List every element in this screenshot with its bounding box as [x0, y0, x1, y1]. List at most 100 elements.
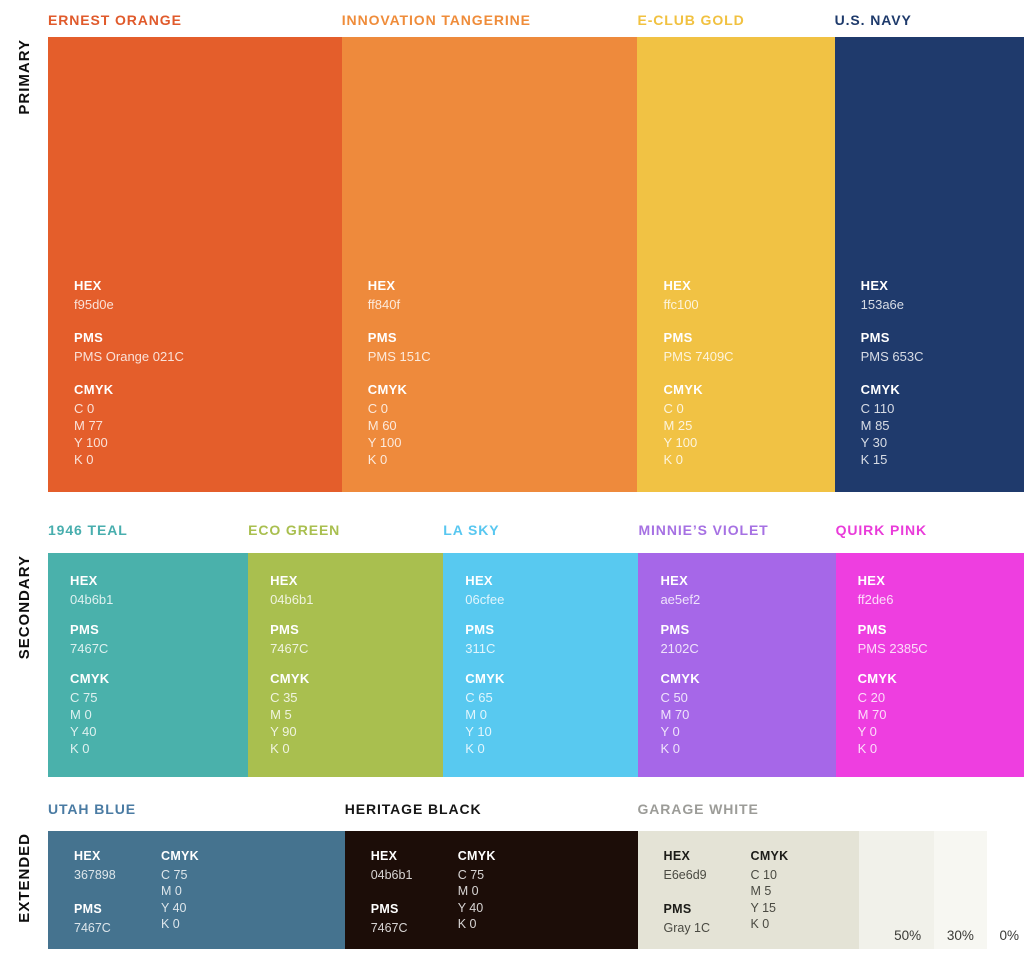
pms-label: PMS — [663, 902, 692, 916]
extended-side-gutter: EXTENDED — [0, 831, 48, 949]
hex-value: ae5ef2 — [660, 592, 701, 607]
pms-label: PMS — [74, 330, 104, 345]
swatch-specs: HEX f95d0e PMS PMS Orange 021C CMYK C 0 M … — [74, 277, 184, 468]
hex-label: HEX — [370, 849, 398, 863]
cmyk-line-m: M 77 — [74, 418, 103, 433]
cmyk-line-c: C 0 — [663, 401, 684, 416]
cmyk-line-c: C 10 — [750, 867, 777, 882]
cmyk-label: CMYK — [860, 382, 901, 397]
cmyk-label: CMYK — [660, 671, 700, 686]
cmyk-line-k: K 0 — [70, 741, 90, 756]
cmyk-line-m: M 0 — [465, 707, 487, 722]
primary-section: ERNEST ORANGE INNOVATION TANGERINE E-CLU… — [0, 12, 1024, 492]
cmyk-line-k: K 0 — [457, 917, 477, 931]
hex-value: ffc100 — [663, 297, 699, 312]
cmyk-line-k: K 0 — [663, 452, 683, 467]
cmyk-line-c: C 75 — [457, 867, 485, 882]
cmyk-line-k: K 0 — [660, 741, 680, 756]
swatch-utah-blue: HEX 367898 PMS 7467C CMYK C 75 M 0 Y 40 K … — [48, 831, 345, 949]
extended-swatches: HEX 367898 PMS 7467C CMYK C 75 M 0 Y 40 K … — [48, 831, 1024, 949]
color-title-heritage-black: HERITAGE BLACK — [344, 801, 482, 817]
cmyk-line-y: Y 30 — [860, 435, 888, 450]
cmyk-line-m: M 0 — [457, 884, 479, 898]
cmyk-line-k: K 0 — [465, 741, 485, 756]
hex-label: HEX — [663, 849, 691, 863]
hex-label: HEX — [270, 573, 298, 588]
section-label-extended: EXTENDED — [15, 833, 33, 923]
swatch-quirk-pink: HEX ff2de6 PMS PMS 2385C CMYK C 20 M 70 Y … — [835, 553, 1024, 777]
swatch-la-sky: HEX 06cfee PMS 311C CMYK C 65 M 0 Y 10 K 0 — [443, 553, 639, 777]
primary-side-gutter: PRIMARY — [0, 37, 48, 492]
hex-value: 04b6b1 — [270, 592, 314, 607]
pms-label: PMS — [860, 330, 890, 345]
hex-label: HEX — [660, 573, 689, 588]
tint-label-30: 30% — [946, 928, 974, 943]
cmyk-label: CMYK — [857, 671, 898, 686]
cmyk-label: CMYK — [270, 671, 310, 686]
swatch-us-navy: HEX 153a6e PMS PMS 653C CMYK C 110 M 85 Y … — [834, 37, 1024, 492]
hex-value: 04b6b1 — [370, 867, 413, 882]
pms-value: PMS 2385C — [857, 641, 928, 656]
cmyk-line-m: M 0 — [161, 884, 182, 898]
pms-value: 2102C — [660, 641, 699, 656]
pms-value: PMS 7409C — [663, 349, 734, 364]
pms-label: PMS — [367, 330, 397, 345]
tint-label-50: 50% — [894, 928, 922, 943]
pms-label: PMS — [663, 330, 693, 345]
primary-titles-row: ERNEST ORANGE INNOVATION TANGERINE E-CLU… — [48, 12, 1024, 28]
cmyk-line-k: K 15 — [860, 452, 888, 467]
pms-label: PMS — [465, 622, 495, 637]
section-label-secondary: SECONDARY — [15, 555, 33, 660]
color-title-utah-blue: UTAH BLUE — [48, 801, 136, 817]
pms-value: 7467C — [270, 641, 309, 656]
cmyk-line-c: C 65 — [465, 690, 493, 705]
cmyk-line-y: Y 100 — [663, 435, 698, 450]
pms-label: PMS — [370, 902, 399, 916]
cmyk-label: CMYK — [161, 849, 200, 863]
color-title-us-navy: U.S. NAVY — [834, 12, 912, 28]
color-title-ernest-orange: ERNEST ORANGE — [48, 12, 182, 28]
swatch-specs: HEX ae5ef2 PMS 2102C CMYK C 50 M 70 Y 0 K … — [638, 553, 835, 757]
cmyk-line-m: M 85 — [860, 418, 890, 433]
pms-value: PMS 653C — [860, 349, 924, 364]
hex-value: E6e6d9 — [663, 867, 707, 882]
swatch-specs: HEX E6e6d9 PMS Gray 1C CMYK C 10 M 5 Y 15 … — [638, 831, 860, 949]
cmyk-label: CMYK — [750, 849, 789, 863]
hex-label: HEX — [74, 278, 102, 293]
cmyk-label: CMYK — [457, 849, 496, 863]
pms-value: Gray 1C — [663, 920, 711, 935]
color-title-1946-teal: 1946 TEAL — [48, 522, 128, 538]
pms-value: PMS 151C — [367, 349, 431, 364]
swatch-specs: HEX 367898 PMS 7467C CMYK C 75 M 0 Y 40 K … — [48, 831, 345, 949]
tint-panel-50: 50% — [859, 831, 935, 949]
hex-value: 367898 — [74, 867, 116, 882]
cmyk-line-y: Y 0 — [857, 724, 877, 739]
hex-value: ff840f — [367, 297, 401, 312]
swatch-specs: HEX 04b6b1 PMS 7467C CMYK C 35 M 5 Y 90 K … — [248, 553, 443, 757]
cmyk-line-y: Y 15 — [750, 900, 777, 915]
cmyk-line-y: Y 10 — [465, 724, 492, 739]
hex-value: 04b6b1 — [70, 592, 114, 607]
swatch-specs: HEX 04b6b1 PMS 7467C CMYK C 75 M 0 Y 40 K … — [48, 553, 248, 757]
cmyk-line-y: Y 100 — [367, 435, 402, 450]
cmyk-line-c: C 75 — [161, 867, 188, 882]
hex-label: HEX — [465, 573, 493, 588]
extended-titles-row: UTAH BLUE HERITAGE BLACK GARAGE WHITE — [48, 801, 1024, 817]
swatch-garage-white: HEX E6e6d9 PMS Gray 1C CMYK C 10 M 5 Y 15 … — [637, 831, 860, 949]
swatch-minnies-violet: HEX ae5ef2 PMS 2102C CMYK C 50 M 70 Y 0 K … — [638, 553, 836, 777]
hex-label: HEX — [860, 278, 889, 293]
cmyk-line-c: C 35 — [270, 690, 298, 705]
cmyk-line-m: M 60 — [367, 418, 397, 433]
swatch-specs: HEX ff840f PMS PMS 151C CMYK C 0 M 60 Y 10… — [368, 277, 431, 468]
swatch-eco-green: HEX 04b6b1 PMS 7467C CMYK C 35 M 5 Y 90 K … — [248, 553, 444, 777]
hex-label: HEX — [367, 278, 396, 293]
hex-label: HEX — [663, 278, 692, 293]
hex-label: HEX — [70, 573, 98, 588]
swatch-e-club-gold: HEX ffc100 PMS PMS 7409C CMYK C 0 M 25 Y 1… — [637, 37, 835, 492]
cmyk-line-y: Y 40 — [70, 724, 97, 739]
cmyk-line-c: C 110 — [860, 401, 895, 416]
cmyk-line-c: C 75 — [70, 690, 98, 705]
swatch-specs: HEX 153a6e PMS PMS 653C CMYK C 110 M 85 Y … — [861, 277, 924, 468]
swatch-specs: HEX ff2de6 PMS PMS 2385C CMYK C 20 M 70 Y … — [836, 553, 1024, 757]
cmyk-line-c: C 50 — [660, 690, 688, 705]
